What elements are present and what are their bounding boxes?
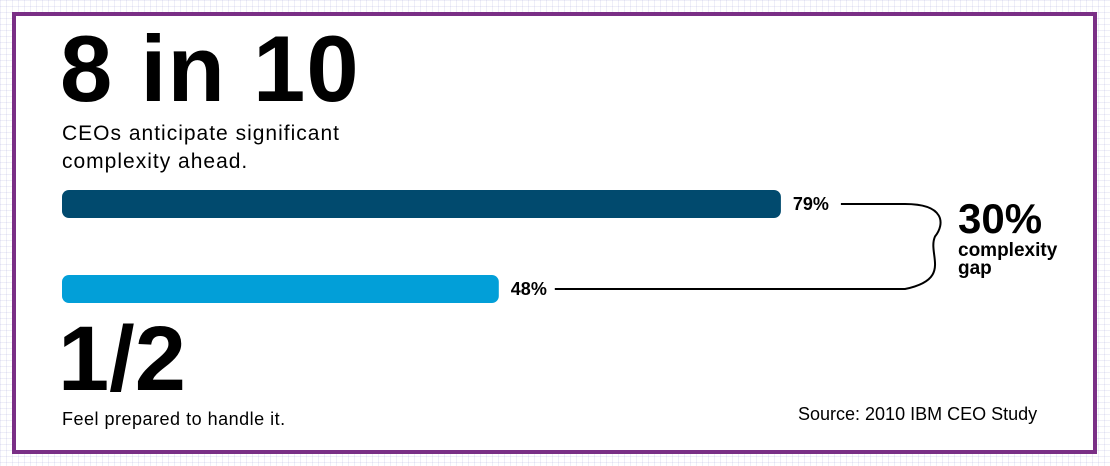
headline-caption: CEOs anticipate significant complexity a…	[62, 122, 340, 173]
source-note: Source: 2010 IBM CEO Study	[798, 404, 1038, 424]
bar-label-prepared: 48%	[511, 279, 547, 299]
bar-anticipate	[62, 190, 781, 218]
gap-label-line2: gap	[958, 258, 992, 279]
gap-label-line1: complexity	[958, 240, 1058, 261]
fraction-stat: 1/2	[58, 308, 186, 410]
fraction-caption: Feel prepared to handle it.	[62, 409, 286, 429]
bar-label-anticipate: 79%	[793, 194, 829, 214]
headline-stat: 8 in 10	[60, 16, 360, 121]
gap-value: 30%	[958, 195, 1042, 242]
bar-prepared	[62, 275, 499, 303]
gap-bracket	[554, 203, 942, 290]
infographic-panel	[12, 12, 1097, 454]
